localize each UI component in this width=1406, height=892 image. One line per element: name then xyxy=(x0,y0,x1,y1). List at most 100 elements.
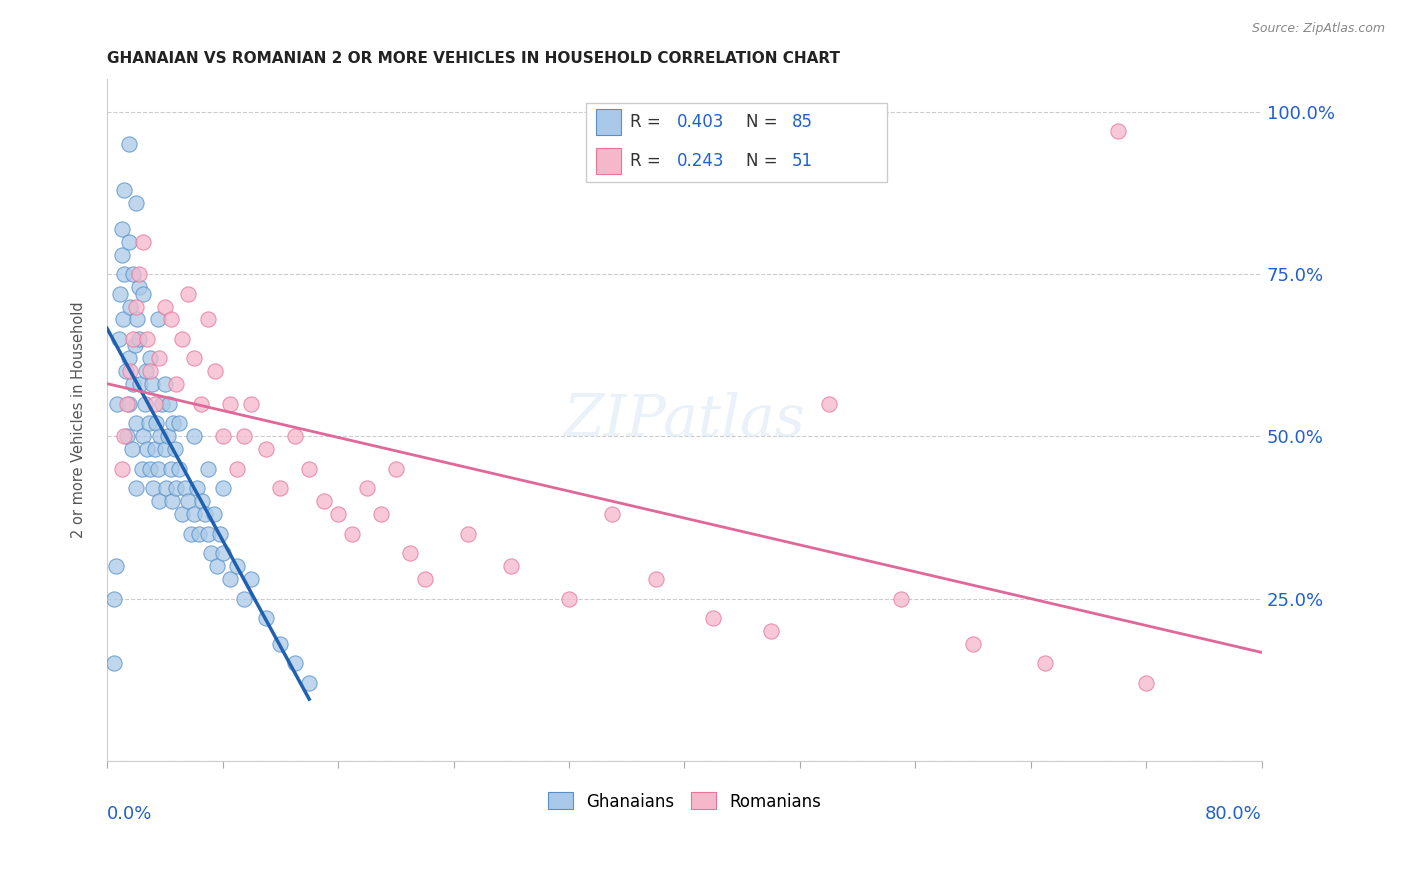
Point xyxy=(139,364,162,378)
Point xyxy=(159,312,181,326)
Point xyxy=(183,351,205,366)
Point xyxy=(298,676,321,690)
Point xyxy=(121,442,143,457)
Point xyxy=(153,377,176,392)
Point xyxy=(399,546,422,560)
Point xyxy=(155,481,177,495)
Text: N =: N = xyxy=(745,113,783,131)
Point xyxy=(132,429,155,443)
Point xyxy=(110,462,132,476)
Point xyxy=(269,637,291,651)
Point xyxy=(211,546,233,560)
Point xyxy=(139,351,162,366)
Point xyxy=(172,507,194,521)
Point xyxy=(167,462,190,476)
Point xyxy=(211,429,233,443)
Point xyxy=(644,572,666,586)
Point xyxy=(128,267,150,281)
Point xyxy=(177,494,200,508)
Point xyxy=(204,364,226,378)
Point xyxy=(312,494,335,508)
Point xyxy=(174,481,197,495)
Point xyxy=(118,137,141,152)
Point xyxy=(146,312,169,326)
Point xyxy=(233,429,256,443)
Point xyxy=(131,462,153,476)
Text: ZIPatlas: ZIPatlas xyxy=(564,392,806,449)
Point xyxy=(240,397,263,411)
Bar xyxy=(596,110,621,136)
Point xyxy=(110,247,132,261)
Point xyxy=(163,442,186,457)
Point xyxy=(457,526,479,541)
Text: 80.0%: 80.0% xyxy=(1205,805,1263,823)
Point xyxy=(370,507,392,521)
Point xyxy=(125,300,148,314)
Point xyxy=(172,332,194,346)
Point xyxy=(111,312,134,326)
Point xyxy=(962,637,984,651)
Text: 0.0%: 0.0% xyxy=(107,805,152,823)
Point xyxy=(558,591,581,606)
Point xyxy=(150,397,173,411)
Text: 0.243: 0.243 xyxy=(676,153,724,170)
Point xyxy=(218,572,240,586)
Point xyxy=(134,397,156,411)
Point xyxy=(122,267,145,281)
Text: N =: N = xyxy=(745,153,783,170)
Point xyxy=(125,481,148,495)
Point xyxy=(326,507,349,521)
Point xyxy=(153,442,176,457)
Point xyxy=(153,300,176,314)
Point xyxy=(125,195,148,210)
Point xyxy=(143,442,166,457)
Point xyxy=(129,377,152,392)
Point xyxy=(1035,657,1057,671)
Point xyxy=(356,481,378,495)
Point xyxy=(190,397,212,411)
Point xyxy=(112,267,135,281)
Point xyxy=(233,591,256,606)
Point xyxy=(117,397,139,411)
Point xyxy=(200,546,222,560)
Point xyxy=(165,481,187,495)
Point xyxy=(142,481,165,495)
Point xyxy=(141,377,163,392)
Point xyxy=(191,494,214,508)
Point xyxy=(107,332,129,346)
Point xyxy=(1135,676,1157,690)
Point xyxy=(165,377,187,392)
Point xyxy=(183,507,205,521)
Point xyxy=(132,286,155,301)
Point xyxy=(136,332,159,346)
Point xyxy=(143,397,166,411)
Point xyxy=(254,442,277,457)
Point xyxy=(202,507,225,521)
Text: 0.403: 0.403 xyxy=(676,113,724,131)
Point xyxy=(226,462,249,476)
Point xyxy=(759,624,782,638)
Point xyxy=(128,280,150,294)
Point xyxy=(180,526,202,541)
Point xyxy=(104,559,127,574)
Point xyxy=(186,481,208,495)
Point xyxy=(818,397,841,411)
Point xyxy=(125,417,148,431)
Text: 51: 51 xyxy=(792,153,813,170)
Point xyxy=(240,572,263,586)
Text: R =: R = xyxy=(630,113,666,131)
Point xyxy=(600,507,623,521)
Point xyxy=(112,429,135,443)
Text: 85: 85 xyxy=(792,113,813,131)
Point xyxy=(167,417,190,431)
Text: Source: ZipAtlas.com: Source: ZipAtlas.com xyxy=(1251,22,1385,36)
Point xyxy=(160,494,183,508)
Point xyxy=(110,221,132,235)
Point xyxy=(115,364,138,378)
Point xyxy=(132,235,155,249)
Point xyxy=(148,494,170,508)
Point xyxy=(120,364,142,378)
Point xyxy=(118,397,141,411)
Point xyxy=(194,507,217,521)
Text: R =: R = xyxy=(630,153,666,170)
